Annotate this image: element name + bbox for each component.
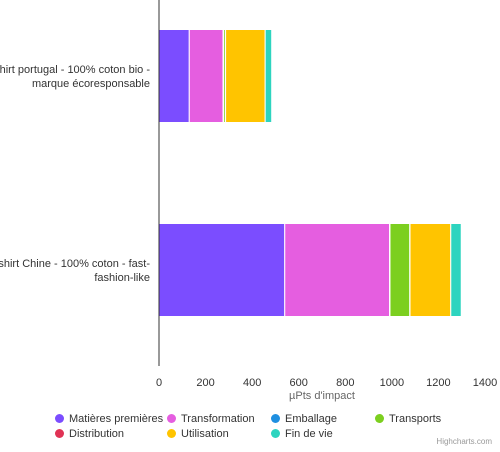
x-tick-label: 1400	[473, 377, 497, 389]
legend-dot-icon	[167, 429, 176, 438]
legend-label: Fin de vie	[285, 427, 333, 440]
legend: Matières premières Transformation Emballag…	[55, 412, 475, 440]
legend-item-mati-res-premi-res[interactable]: Matières premières	[55, 412, 167, 425]
x-tick-label: 600	[290, 377, 308, 389]
x-tick-label: 800	[336, 377, 354, 389]
bar-series	[158, 29, 462, 317]
legend-label: Transformation	[181, 412, 255, 425]
legend-label: Distribution	[69, 427, 125, 440]
legend-label: Utilisation	[181, 427, 229, 440]
category-labels: t-shirt portugal - 100% coton bio -marqu…	[0, 64, 150, 284]
category-label: t-shirt Chine - 100% coton - fast-fashio…	[0, 258, 150, 284]
legend-item-transformation[interactable]: Transformation	[167, 412, 271, 425]
bar-segment-fin-de-vie-1[interactable]	[450, 223, 462, 317]
legend-item-distribution[interactable]: Distribution	[55, 427, 167, 440]
bar-segment-mati-res-premi-res-0[interactable]	[158, 29, 190, 123]
legend-item-utilisation[interactable]: Utilisation	[167, 427, 271, 440]
legend-dot-icon	[167, 414, 176, 423]
x-axis-ticks: 0 200 400 600 800 1000 1200 1400	[156, 377, 497, 389]
legend-dot-icon	[55, 414, 64, 423]
x-tick-label: 0	[156, 377, 162, 389]
bar-segment-transports-1[interactable]	[389, 223, 411, 317]
bar-segment-transformation-0[interactable]	[188, 29, 224, 123]
bar-segment-fin-de-vie-0[interactable]	[264, 29, 273, 123]
legend-label: Matières premières	[69, 412, 164, 425]
x-tick-label: 200	[196, 377, 214, 389]
x-tick-label: 1000	[380, 377, 404, 389]
legend-label: Transports	[389, 412, 442, 425]
legend-item-emballage[interactable]: Emballage	[271, 412, 375, 425]
legend-dot-icon	[271, 414, 280, 423]
bar-segment-transformation-1[interactable]	[284, 223, 391, 317]
bar-segment-utilisation-0[interactable]	[225, 29, 266, 123]
x-axis-title: µPts d'impact	[289, 390, 355, 402]
bar-segment-utilisation-1[interactable]	[409, 223, 452, 317]
legend-dot-icon	[55, 429, 64, 438]
legend-dot-icon	[375, 414, 384, 423]
legend-label: Emballage	[285, 412, 337, 425]
x-tick-label: 1200	[426, 377, 450, 389]
bar-segment-mati-res-premi-res-1[interactable]	[158, 223, 286, 317]
credits-link[interactable]: Highcharts.com	[436, 437, 492, 446]
category-label: t-shirt portugal - 100% coton bio -marqu…	[0, 64, 150, 90]
legend-item-transports[interactable]: Transports	[375, 412, 475, 425]
x-tick-label: 400	[243, 377, 261, 389]
legend-dot-icon	[271, 429, 280, 438]
legend-item-fin-de-vie[interactable]: Fin de vie	[271, 427, 375, 440]
